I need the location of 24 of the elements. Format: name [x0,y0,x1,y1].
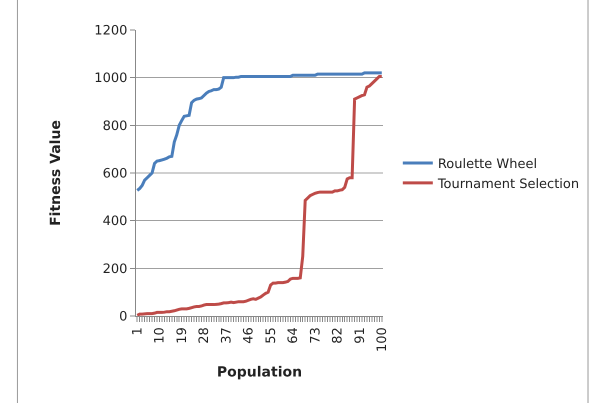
x-tick-label: 91 [352,327,368,344]
y-tick-label: 800 [102,118,128,134]
x-tick-label: 37 [219,327,234,344]
y-tick-label: 0 [119,310,128,325]
x-tick-label: 1 [130,327,146,336]
x-tick-label: 100 [374,327,390,352]
x-tick-label: 28 [197,327,212,344]
y-tick-label: 1000 [94,71,128,86]
y-tick-label: 400 [102,214,128,230]
y-tick-label: 600 [102,166,128,182]
x-tick-label: 10 [152,327,168,344]
y-axis-title: Fitness Value [48,120,64,226]
x-tick-label: 46 [242,327,257,344]
x-tick-label: 82 [330,327,346,344]
x-tick-label: 64 [286,327,302,344]
x-tick-label: 19 [174,327,190,344]
line-series [136,71,383,192]
legend-label: Tournament Selection [436,176,580,192]
x-tick-label: 73 [308,327,324,344]
x-tick-label: 55 [264,327,279,344]
y-tick-label: 1200 [94,24,128,39]
legend-label: Roulette Wheel [438,157,538,172]
x-axis-title: Population [216,364,302,380]
y-tick-label: 200 [102,262,128,277]
